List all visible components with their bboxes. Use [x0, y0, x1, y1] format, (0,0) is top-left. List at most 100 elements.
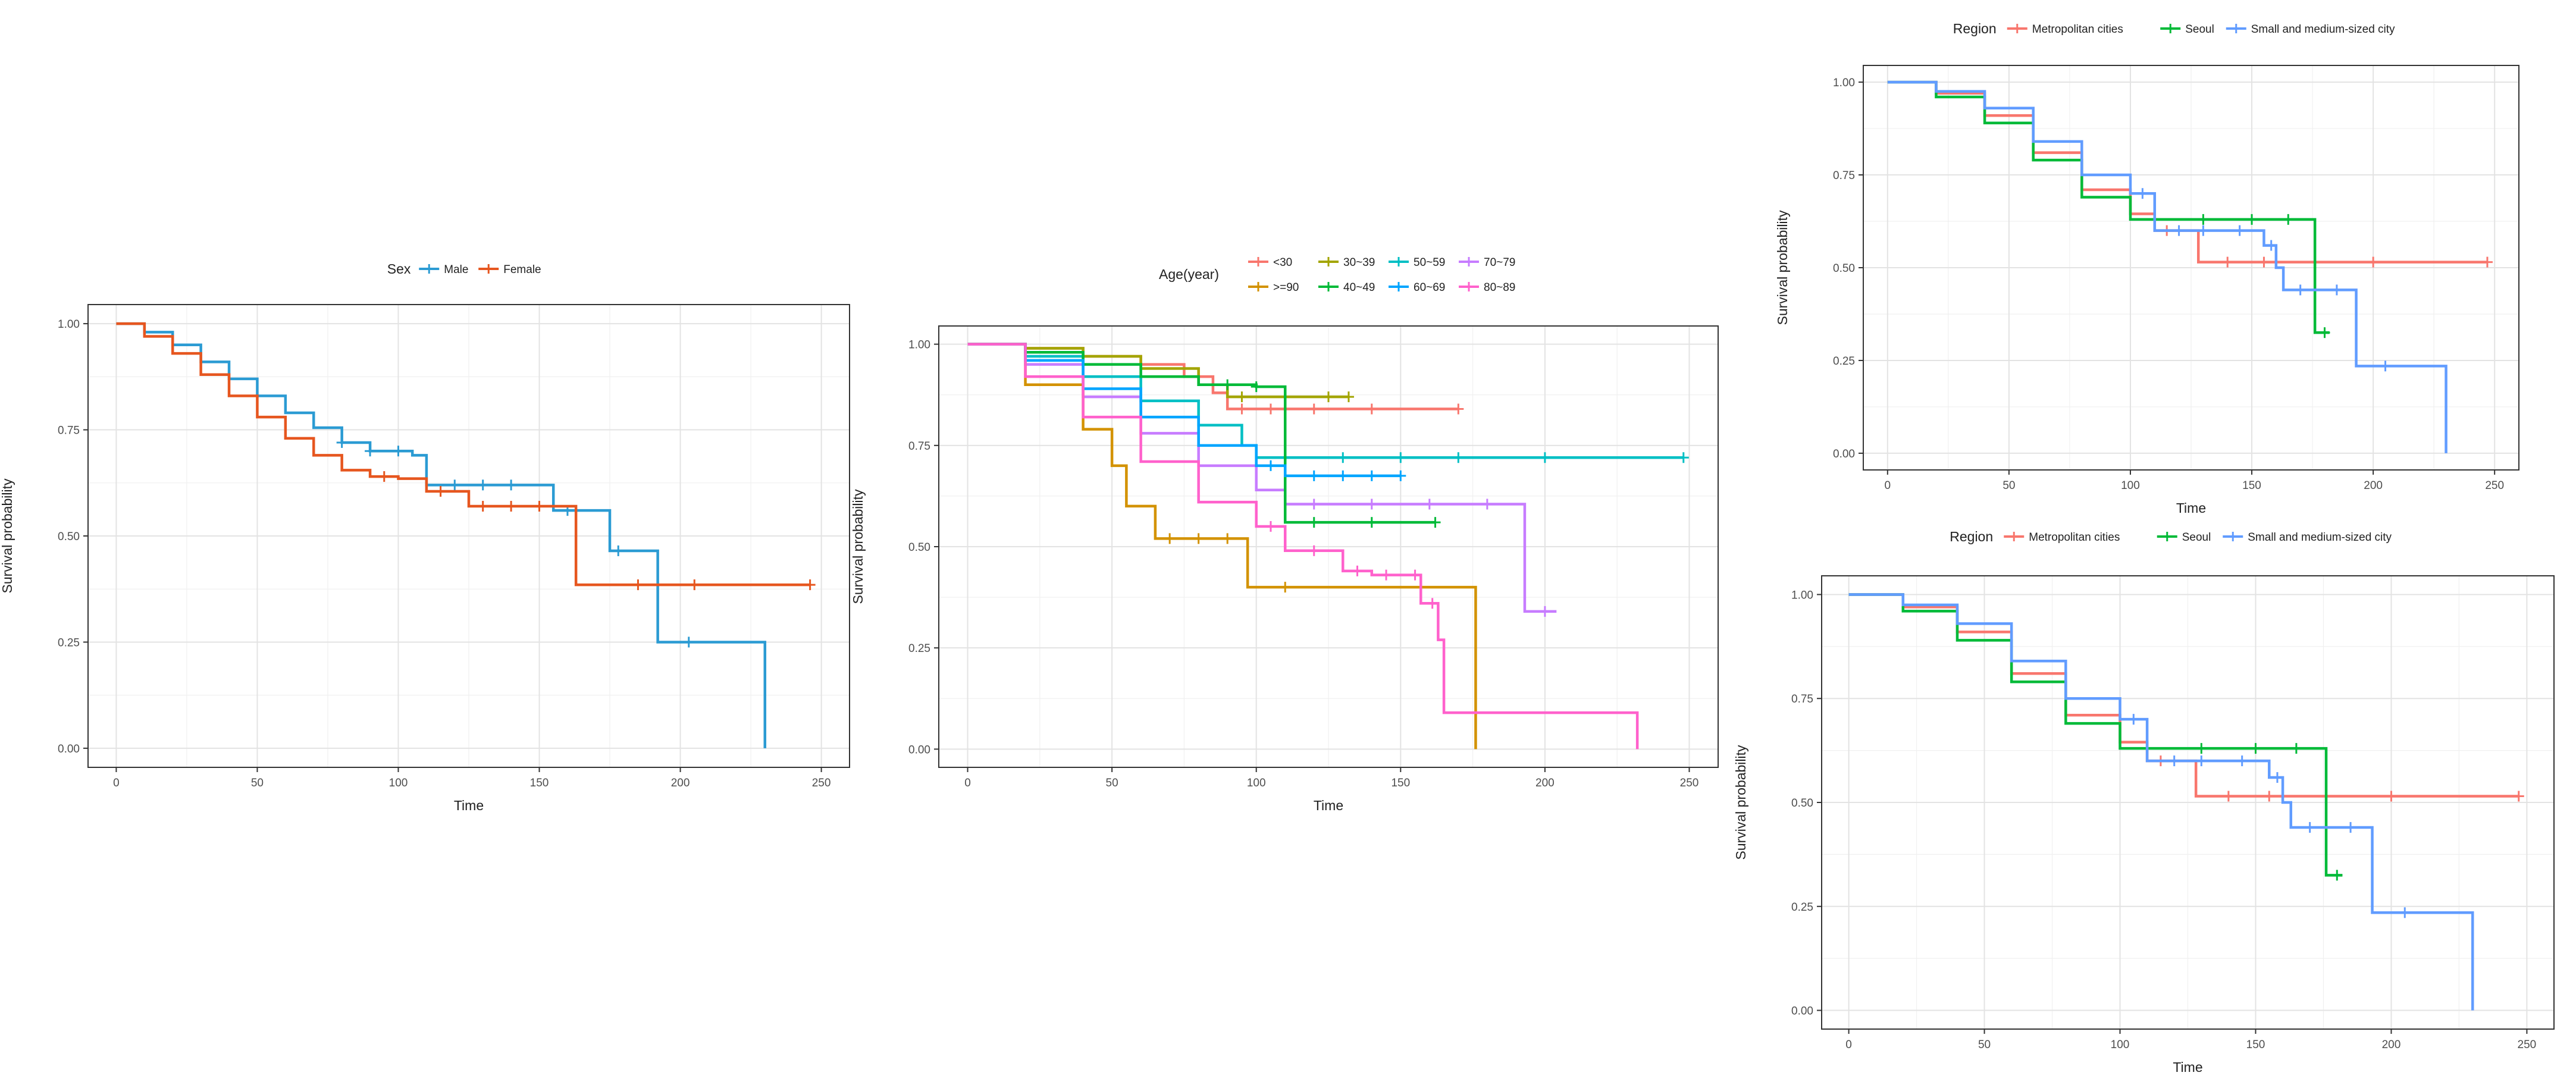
y-tick-label: 1.00	[1791, 589, 1813, 601]
x-tick-label: 100	[2111, 1039, 2130, 1051]
y-tick-label: 1.00	[908, 339, 930, 352]
series-40~49	[967, 343, 1441, 528]
axis-ticks: 0 50 100 150 200 250 0.00 0.25 0.50 0.75 1.00	[1791, 589, 2536, 1051]
y-axis-title: Survival probability	[1733, 745, 1748, 860]
legend-label: Small and medium-sized city	[2248, 531, 2392, 544]
major-gridlines	[88, 305, 850, 767]
series-line	[116, 322, 810, 587]
axis-ticks: 0 50 100 150 200 250 0.00 0.25 0.50 0.75 1.00	[908, 339, 1698, 789]
x-axis-title: Time	[454, 798, 484, 813]
x-tick-label: 150	[530, 777, 549, 789]
y-tick-label: 0.25	[908, 642, 930, 655]
x-tick-label: 50	[251, 777, 264, 789]
legend-title: Age(year)	[1159, 266, 1219, 282]
y-tick-label: 1.00	[58, 318, 80, 331]
y-tick-label: 0.50	[908, 541, 930, 554]
y-tick-label: 0.50	[1833, 262, 1855, 275]
series-60~69	[967, 343, 1406, 481]
legend-label: >=90	[1273, 281, 1299, 294]
x-tick-label: 0	[1885, 479, 1891, 492]
chart-1: 0 50 100 150 200 250 0.00 0.25 0.50 0.75 1.00 Time S…	[0, 261, 850, 813]
series-80~89	[967, 343, 1639, 750]
y-tick-label: 0.25	[1791, 901, 1813, 914]
x-tick-label: 200	[671, 777, 690, 789]
x-tick-label: 250	[2485, 479, 2504, 492]
legend: Region Metropolitan cities Seoul Small and …	[1950, 529, 2392, 544]
legend: Age(year) <30 30~39 50~59 70~79 >=90 40~49 60~6…	[1159, 256, 1515, 294]
chart-4: 0 50 100 150 200 250 0.00 0.25 0.50 0.75 1.00 Time S…	[1733, 529, 2555, 1075]
series-line	[1887, 80, 2447, 453]
chart-3: 0 50 100 150 200 250 0.00 0.25 0.50 0.75 1.00 Time S…	[1775, 21, 2519, 516]
chart-2: 0 50 100 150 200 250 0.00 0.25 0.50 0.75 1.00 Time S…	[850, 256, 1719, 813]
series->=90	[967, 343, 1477, 750]
x-tick-label: 150	[1391, 777, 1410, 789]
y-tick-label: 0.00	[908, 744, 930, 756]
legend: Region Metropolitan cities Seoul Small and …	[1953, 21, 2395, 36]
legend-label: Metropolitan cities	[2029, 531, 2120, 544]
legend-label: Seoul	[2182, 531, 2211, 544]
x-tick-label: 100	[1247, 777, 1266, 789]
y-tick-label: 1.00	[1833, 77, 1855, 89]
y-axis-title: Survival probability	[850, 489, 866, 604]
series-line	[967, 343, 1639, 750]
y-tick-label: 0.00	[1833, 448, 1855, 460]
series-Female	[116, 322, 816, 591]
x-tick-label: 0	[964, 777, 971, 789]
x-tick-label: 250	[1680, 777, 1699, 789]
series-line	[967, 343, 1436, 524]
x-tick-label: 150	[2246, 1039, 2265, 1051]
legend-title: Sex	[387, 261, 411, 277]
x-tick-label: 0	[1845, 1039, 1852, 1051]
y-tick-label: 0.50	[1791, 797, 1813, 810]
y-tick-label: 0.00	[58, 743, 80, 755]
x-tick-label: 150	[2242, 479, 2261, 492]
series-line	[1848, 593, 2474, 1011]
x-axis-title: Time	[2176, 500, 2206, 516]
legend-label: 60~69	[1414, 281, 1445, 294]
y-tick-label: 0.75	[58, 425, 80, 437]
y-axis-title: Survival probability	[0, 478, 15, 594]
x-axis-title: Time	[2173, 1059, 2202, 1075]
major-gridlines	[1863, 65, 2519, 470]
x-tick-label: 0	[113, 777, 120, 789]
major-gridlines	[939, 326, 1718, 767]
y-tick-label: 0.25	[58, 636, 80, 649]
y-tick-label: 0.75	[1791, 693, 1813, 705]
legend: Sex Male Female	[387, 261, 541, 277]
axis-ticks: 0 50 100 150 200 250 0.00 0.25 0.50 0.75 1.00	[58, 318, 831, 789]
legend-label: 40~49	[1343, 281, 1375, 294]
x-tick-label: 250	[2518, 1039, 2537, 1051]
legend-label: Small and medium-sized city	[2251, 23, 2395, 36]
x-tick-label: 50	[1978, 1039, 1991, 1051]
legend-label: 50~59	[1414, 256, 1445, 269]
y-tick-label: 0.75	[908, 440, 930, 453]
y-tick-label: 0.25	[1833, 355, 1855, 368]
axis-ticks: 0 50 100 150 200 250 0.00 0.25 0.50 0.75 1.00	[1833, 77, 2504, 492]
series-Small and medium-sized city	[1887, 80, 2447, 453]
legend-label: Female	[503, 264, 541, 276]
y-tick-label: 0.75	[1833, 170, 1855, 182]
major-gridlines	[1822, 576, 2554, 1029]
series-line	[967, 343, 1401, 478]
x-axis-title: Time	[1314, 798, 1343, 813]
x-tick-label: 100	[389, 777, 408, 789]
series-line	[967, 343, 1477, 750]
y-tick-label: 0.00	[1791, 1005, 1813, 1018]
legend-label: 80~89	[1484, 281, 1515, 294]
legend-title: Region	[1953, 21, 1997, 36]
x-tick-label: 200	[2382, 1039, 2401, 1051]
legend-label: Metropolitan cities	[2032, 23, 2123, 36]
x-tick-label: 200	[1535, 777, 1555, 789]
legend-title: Region	[1950, 529, 1993, 544]
y-tick-label: 0.50	[58, 531, 80, 543]
legend-label: <30	[1273, 256, 1292, 269]
legend-label: 70~79	[1484, 256, 1515, 269]
series-Small and medium-sized city	[1848, 593, 2474, 1011]
y-axis-title: Survival probability	[1775, 210, 1790, 325]
x-tick-label: 100	[2121, 479, 2140, 492]
legend-label: Seoul	[2185, 23, 2214, 36]
x-tick-label: 50	[2002, 479, 2015, 492]
legend-label: 30~39	[1343, 256, 1375, 269]
x-tick-label: 250	[812, 777, 831, 789]
